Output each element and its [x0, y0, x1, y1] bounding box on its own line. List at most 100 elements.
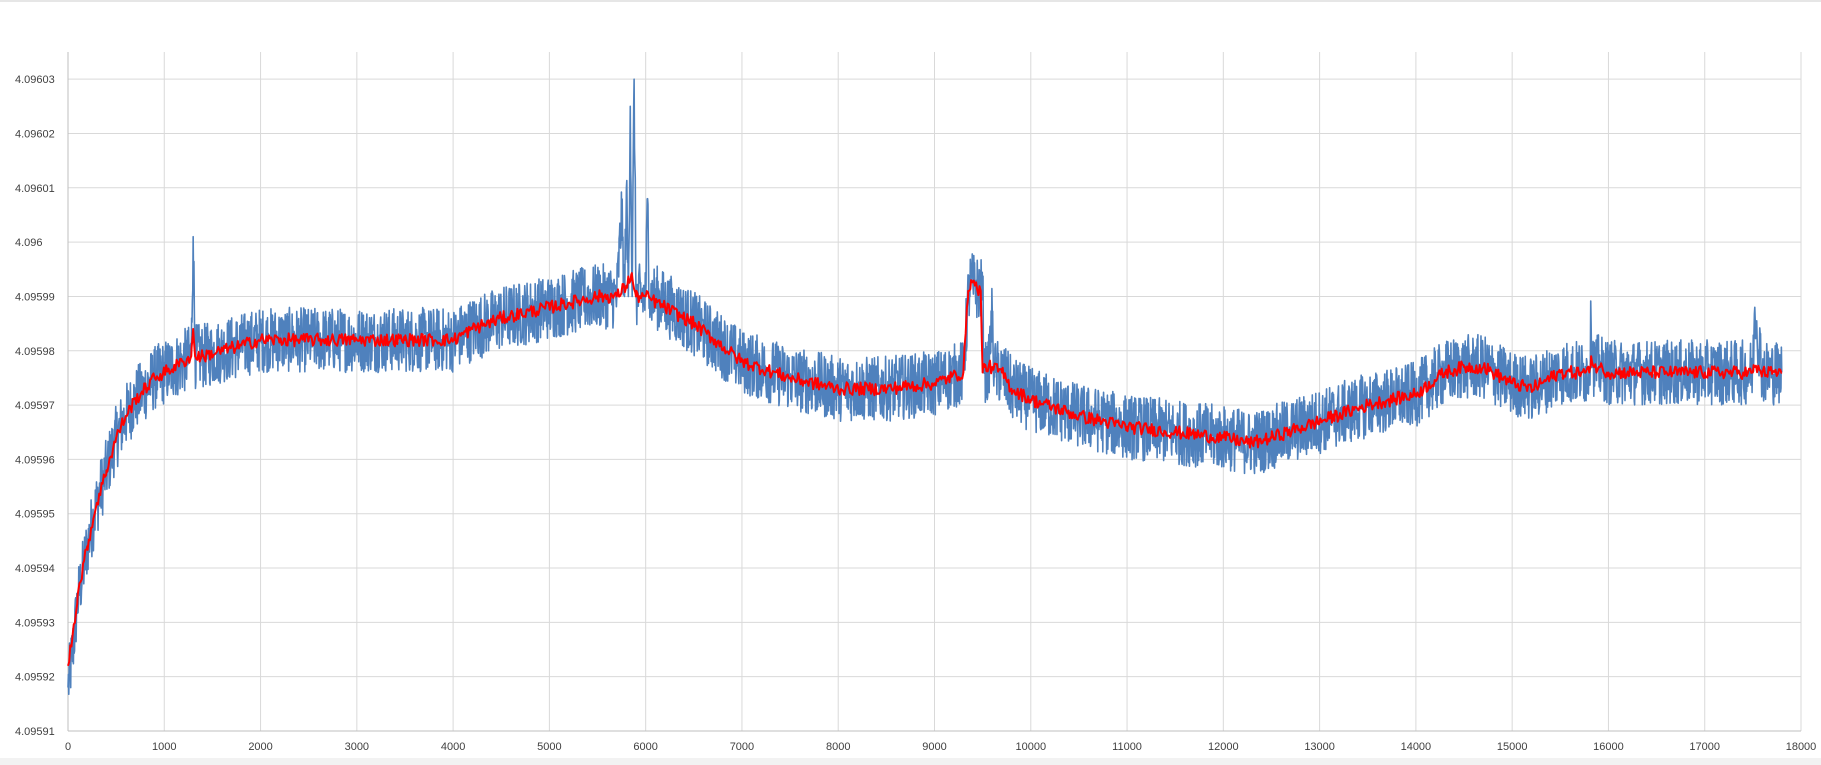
x-tick-label: 14000 [1401, 741, 1432, 753]
smoothed-data-point [135, 399, 136, 400]
smoothed-data-point [77, 595, 78, 596]
smoothed-series-line [67, 272, 1783, 667]
smoothed-data-point [1579, 372, 1580, 373]
smoothed-data-point [308, 339, 309, 340]
smoothed-data-point [1444, 372, 1445, 373]
smoothed-data-point [992, 366, 993, 367]
smoothed-data-point [1589, 372, 1590, 373]
smoothed-data-point [453, 339, 454, 340]
smoothed-data-point [1483, 366, 1484, 367]
series-group [67, 78, 1783, 695]
raw-data-point [630, 106, 631, 107]
smoothed-data-point [1126, 426, 1127, 427]
smoothed-data-point [741, 361, 742, 362]
smoothed-data-point [183, 361, 184, 362]
y-tick-label: 4.09597 [15, 400, 55, 412]
raw-data-point [193, 236, 194, 237]
smoothed-data-point [87, 546, 88, 547]
smoothed-data-point [1271, 437, 1272, 438]
x-tick-label: 15000 [1497, 741, 1528, 753]
x-tick-label: 7000 [730, 741, 754, 753]
smoothed-data-point [963, 372, 964, 373]
smoothed-data-point [1415, 394, 1416, 395]
gridlines [67, 52, 1802, 732]
smoothed-data-point [1560, 372, 1561, 373]
raw-data-point [996, 372, 997, 373]
smoothed-data-point [645, 296, 646, 297]
x-tick-label: 6000 [633, 741, 657, 753]
smoothed-data-point [96, 502, 97, 503]
raw-data-point [72, 649, 73, 650]
smoothed-data-point [202, 356, 203, 357]
smoothed-data-point [886, 388, 887, 389]
smoothed-data-point [1593, 366, 1594, 367]
raw-data-point [994, 372, 995, 373]
smoothed-data-point [154, 377, 155, 378]
y-tick-label: 4.09599 [15, 291, 55, 303]
smoothed-data-point [1656, 372, 1657, 373]
raw-data-point [67, 687, 68, 688]
smoothed-data-point [974, 285, 975, 286]
smoothed-data-point [106, 470, 107, 471]
smoothed-data-point [173, 366, 174, 367]
x-tick-label: 8000 [826, 741, 850, 753]
smoothed-series [67, 272, 1783, 667]
smoothed-data-point [1078, 415, 1079, 416]
smoothed-data-point [1175, 432, 1176, 433]
smoothed-data-point [1030, 399, 1031, 400]
y-tick-label: 4.09593 [15, 617, 55, 629]
x-tick-label: 1000 [152, 741, 176, 753]
smoothed-data-point [1781, 372, 1782, 373]
raw-data-point [621, 214, 622, 215]
x-tick-label: 12000 [1208, 741, 1239, 753]
smoothed-data-point [260, 339, 261, 340]
smoothed-data-point [982, 372, 983, 373]
smoothed-data-point [1252, 443, 1253, 444]
y-tick-label: 4.09592 [15, 672, 55, 684]
smoothed-data-point [241, 345, 242, 346]
smoothed-data-point [934, 383, 935, 384]
raw-data-point [632, 296, 633, 297]
smoothed-data-point [472, 328, 473, 329]
y-tick-label: 4.09595 [15, 509, 55, 521]
raw-data-point [972, 285, 973, 286]
y-tick-label: 4.096 [15, 237, 43, 249]
smoothed-data-point [838, 388, 839, 389]
y-tick-label: 4.09602 [15, 128, 55, 140]
smoothed-data-point [631, 274, 632, 275]
raw-data-point [626, 187, 627, 188]
smoothed-data-point [221, 350, 222, 351]
x-tick-label: 4000 [441, 741, 465, 753]
y-tick-label: 4.09596 [15, 454, 55, 466]
smoothed-data-point [191, 356, 192, 357]
raw-data-point [634, 79, 635, 80]
raw-data-point [984, 372, 985, 373]
smoothed-data-point [193, 328, 194, 329]
smoothed-data-point [1704, 372, 1705, 373]
smoothed-data-point [125, 415, 126, 416]
smoothed-data-point [67, 665, 68, 666]
smoothed-data-point [1754, 366, 1755, 367]
smoothed-data-point [1463, 366, 1464, 367]
smoothed-data-point [980, 290, 981, 291]
x-tick-label: 17000 [1689, 741, 1720, 753]
raw-data-point [1754, 307, 1755, 308]
smoothed-data-point [1591, 356, 1592, 357]
smoothed-data-point [970, 280, 971, 281]
smoothed-data-point [1011, 388, 1012, 389]
smoothed-data-point [116, 437, 117, 438]
smoothed-data-point [1608, 372, 1609, 373]
axes [67, 52, 1801, 732]
smoothed-data-point [356, 339, 357, 340]
x-tick-label: 5000 [537, 741, 561, 753]
y-tick-label: 4.09601 [15, 183, 55, 195]
smoothed-data-point [1512, 383, 1513, 384]
sheet-bottom-edge [0, 758, 1821, 765]
smoothed-data-point [635, 296, 636, 297]
sheet-top-edge [0, 0, 1821, 2]
x-tick-label: 9000 [922, 741, 946, 753]
smoothed-data-point [616, 296, 617, 297]
smoothed-data-point [626, 285, 627, 286]
tick-labels: 0 1000 2000 3000 4000 5000 6000 7000 8000 9000 100… [15, 74, 1816, 753]
